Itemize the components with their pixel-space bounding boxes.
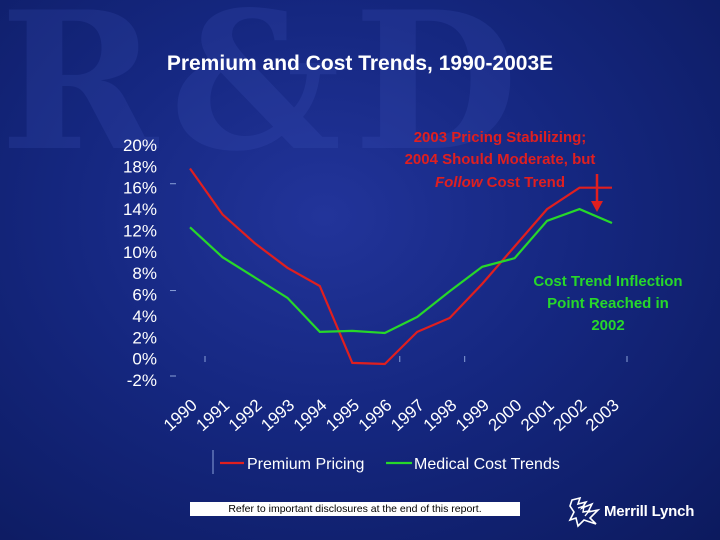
x-tick-label: 2002 — [550, 396, 591, 435]
annotation-inflection-line: 2002 — [591, 317, 624, 334]
y-tick-label: 0% — [132, 350, 157, 369]
y-tick-label: 6% — [132, 286, 157, 305]
merrill-lynch-logo: Merrill Lynch — [568, 492, 714, 530]
x-tick-label: 1997 — [387, 396, 428, 435]
x-tick-label: 2001 — [517, 396, 558, 435]
x-tick-label: 2000 — [485, 396, 526, 435]
disclaimer: Refer to important disclosures at the en… — [190, 502, 520, 516]
y-tick-label: -2% — [127, 371, 157, 390]
slide-title: Premium and Cost Trends, 1990-2003E — [166, 52, 554, 75]
x-tick-label: 1994 — [290, 396, 331, 435]
x-tick-label: 1991 — [192, 396, 233, 435]
x-tick-label: 1999 — [452, 396, 493, 435]
y-tick-label: 10% — [123, 243, 157, 262]
legend-label-premium: Premium Pricing — [247, 456, 364, 473]
y-tick-label: 18% — [123, 157, 157, 176]
y-tick-label: 16% — [123, 179, 157, 198]
medical-cost-trends-line — [189, 207, 613, 335]
x-tick-label: 1995 — [322, 396, 363, 435]
brand-name: Merrill Lynch — [604, 502, 695, 520]
annotation-arrowhead — [591, 201, 603, 212]
y-tick-label: 8% — [132, 264, 157, 283]
bull-icon — [568, 496, 601, 528]
premium-pricing-line — [189, 167, 612, 366]
y-tick-label: 2% — [132, 328, 157, 347]
x-tick-label: 1996 — [355, 396, 396, 435]
y-tick-label: 12% — [123, 221, 157, 240]
annotation-pricing-line: 2003 Pricing Stabilizing; — [414, 129, 587, 146]
y-tick-label: 20% — [123, 136, 157, 155]
y-tick-label: 4% — [132, 307, 157, 326]
x-tick-label: 1990 — [160, 396, 201, 435]
legend-label-medical: Medical Cost Trends — [414, 456, 560, 473]
annotation-inflection-line: Cost Trend Inflection — [533, 273, 682, 290]
x-tick-label: 1998 — [420, 396, 461, 435]
annotation-pricing-line: Follow Cost Trend — [435, 174, 565, 191]
x-tick-label: 1992 — [225, 396, 266, 435]
x-tick-label: 1993 — [257, 396, 298, 435]
annotation-pricing-line: 2004 Should Moderate, but — [405, 151, 596, 168]
annotation-inflection-line: Point Reached in — [547, 295, 669, 312]
y-tick-label: 14% — [123, 200, 157, 219]
x-tick-label: 2003 — [582, 396, 623, 435]
